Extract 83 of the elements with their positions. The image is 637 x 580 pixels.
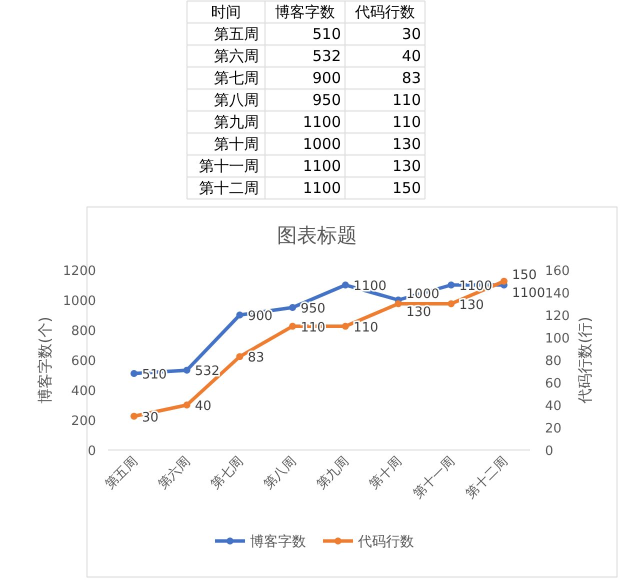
y-tick-label: 200 — [71, 414, 96, 429]
data-label: 900 — [312, 69, 341, 87]
point — [500, 278, 508, 285]
x-tick-label: 第十一周 — [410, 454, 458, 502]
y2-axis-title: 代码行数(行) — [576, 316, 594, 404]
legend-label: 博客字数 — [250, 534, 306, 550]
y-tick-label: 400 — [71, 384, 96, 399]
chart-title: 图表标题 — [277, 223, 357, 247]
data-label: 1100 — [302, 157, 341, 175]
data-label: 900 — [248, 309, 273, 324]
data-label: 532 — [312, 47, 341, 65]
point — [289, 304, 296, 311]
data-label: 40 — [194, 399, 212, 414]
category-label: 第十周 — [214, 135, 259, 153]
x-tick-label: 第五周 — [102, 454, 141, 492]
y2-tick-label: 0 — [545, 444, 554, 459]
x-tick-label: 第六周 — [156, 454, 194, 492]
y-tick-label: 1200 — [62, 264, 96, 279]
y-tick-label: 0 — [88, 444, 96, 459]
data-label: 150 — [512, 268, 537, 284]
data-label: 950 — [312, 91, 341, 109]
y-tick-label: 1000 — [62, 294, 96, 309]
y2-tick-label: 60 — [545, 376, 562, 392]
point — [342, 282, 349, 288]
category-label: 第六周 — [214, 47, 259, 65]
x-tick-label: 第十二周 — [463, 454, 511, 502]
point — [130, 370, 138, 377]
category-label: 第九周 — [214, 113, 259, 131]
y-tick-label: 800 — [71, 324, 96, 339]
data-label: 83 — [402, 69, 421, 87]
y2-tick-label: 160 — [545, 264, 570, 279]
y2-tick-label: 80 — [545, 354, 562, 369]
y2-tick-label: 120 — [545, 309, 570, 324]
data-label: 83 — [248, 350, 264, 366]
data-label: 130 — [459, 298, 484, 313]
category-label: 第七周 — [214, 69, 259, 87]
text: 代码行数 — [354, 3, 415, 21]
data-label: 30 — [402, 25, 421, 43]
point — [183, 366, 190, 374]
x-tick-label: 第八周 — [261, 454, 300, 492]
point — [448, 282, 455, 288]
y2-tick-label: 40 — [545, 399, 562, 414]
data-label: 1100 — [459, 279, 492, 294]
data-label: 40 — [402, 47, 421, 65]
data-label: 950 — [300, 302, 326, 316]
point — [183, 402, 190, 408]
category-label: 第十二周 — [199, 179, 259, 197]
point — [289, 322, 296, 330]
data-label: 110 — [392, 91, 421, 109]
data-label: 1100 — [302, 113, 341, 131]
data-label: 110 — [353, 320, 378, 336]
point — [236, 312, 244, 318]
data-label: 130 — [392, 135, 421, 153]
text: 博客字数 — [275, 3, 335, 21]
data-label: 1000 — [302, 135, 341, 153]
point — [236, 353, 244, 360]
y-tick-label: 600 — [71, 354, 96, 369]
x-tick-label: 第七周 — [208, 454, 247, 492]
data-label: 30 — [142, 410, 159, 426]
y2-tick-label: 140 — [545, 286, 570, 302]
legend-label: 代码行数 — [357, 534, 414, 550]
data-label: 510 — [312, 25, 341, 43]
data-label: 110 — [392, 113, 421, 131]
point — [130, 412, 138, 420]
data-label: 1100 — [302, 179, 341, 197]
data-label: 150 — [392, 179, 421, 197]
data-label: 1100 — [512, 286, 546, 302]
point — [448, 300, 455, 308]
data-label: 532 — [194, 364, 220, 380]
category-label: 第八周 — [214, 91, 259, 109]
x-tick-label: 第十周 — [366, 454, 406, 492]
y2-tick-label: 100 — [545, 332, 570, 346]
x-tick-label: 第九周 — [314, 454, 352, 492]
data-label: 130 — [406, 304, 432, 320]
point — [394, 300, 402, 308]
text: 时间 — [211, 3, 241, 21]
category-label: 第五周 — [214, 25, 259, 43]
data-label: 130 — [392, 157, 421, 175]
point — [342, 322, 349, 330]
y-axis-title: 博客字数(个) — [36, 316, 54, 404]
y2-tick-label: 20 — [545, 422, 562, 436]
data-label: 1100 — [353, 279, 387, 294]
category-label: 第十一周 — [199, 157, 259, 175]
